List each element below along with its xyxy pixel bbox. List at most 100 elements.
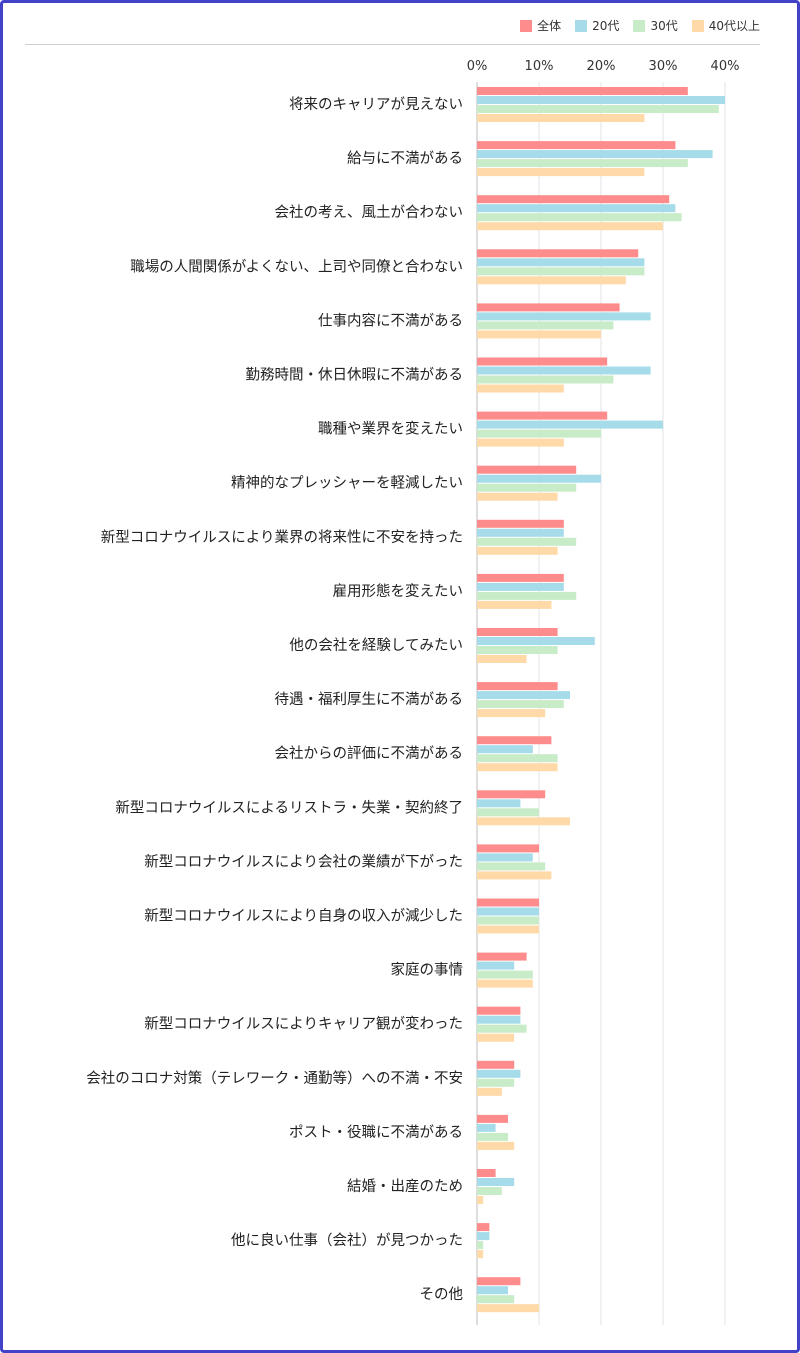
bar-total <box>477 1223 490 1232</box>
bar-30s <box>477 591 577 600</box>
category-label: 待遇・福利厚生に不満がある <box>275 691 464 708</box>
bar-20s <box>477 745 533 754</box>
bar-total <box>477 141 676 150</box>
x-tick-label: 20% <box>587 59 616 74</box>
bar-total <box>477 195 670 204</box>
bar-40s-plus <box>477 1196 484 1204</box>
category-label: 将来のキャリアが見えない <box>289 96 463 113</box>
bar-30s <box>477 700 564 709</box>
category-label: 新型コロナウイルスによりキャリア観が変わった <box>144 1016 463 1033</box>
bar-40s-plus <box>477 763 558 772</box>
bar-30s <box>477 808 539 817</box>
x-tick-label: 10% <box>525 59 554 74</box>
bar-total <box>477 1114 508 1123</box>
bar-20s <box>477 96 725 104</box>
bar-40s-plus <box>477 438 564 447</box>
bar-total <box>477 1169 496 1177</box>
bar-20s <box>477 258 645 267</box>
category-label: 会社の考え、風土が合わない <box>275 204 464 221</box>
category-label: 新型コロナウイルスにより自身の収入が減少した <box>144 908 463 925</box>
category-label: 他の会社を経験してみたい <box>289 637 463 654</box>
bar-20s <box>477 312 651 321</box>
legend-swatch-20s <box>575 19 588 32</box>
bar-20s <box>477 1123 496 1132</box>
bar-total <box>477 844 539 853</box>
category-label: 他に良い仕事（会社）が見つかった <box>231 1232 463 1249</box>
x-tick-label: 0% <box>467 59 488 74</box>
bar-30s <box>477 862 546 871</box>
category-label: 仕事内容に不満がある <box>318 312 463 329</box>
bar-20s <box>477 204 676 213</box>
bar-total <box>477 952 527 961</box>
bar-40s-plus <box>477 384 564 393</box>
bar-40s-plus <box>477 871 552 880</box>
bar-total <box>477 411 608 420</box>
header-divider <box>25 44 760 45</box>
bar-20s <box>477 853 533 862</box>
bar-total <box>477 519 564 528</box>
bar-40s-plus <box>477 655 527 663</box>
bar-40s-plus <box>477 1087 502 1096</box>
bar-total <box>477 1060 515 1069</box>
bar-30s <box>477 646 558 654</box>
bar-30s <box>477 754 558 763</box>
bar-20s <box>477 637 595 645</box>
bar-20s <box>477 907 539 916</box>
bar-total <box>477 682 558 691</box>
bar-40s-plus <box>477 168 645 177</box>
legend-swatch-total <box>520 19 533 32</box>
bar-30s <box>477 1132 508 1141</box>
bar-20s <box>477 582 564 591</box>
bar-20s <box>477 1178 515 1186</box>
bar-total <box>477 465 577 474</box>
legend-swatch-40s-plus <box>691 19 704 32</box>
bar-total <box>477 790 546 799</box>
bar-20s <box>477 474 601 483</box>
bar-total <box>477 1277 521 1286</box>
bar-30s <box>477 483 577 492</box>
bar-total <box>477 898 539 907</box>
bar-30s <box>477 267 645 276</box>
bar-total <box>477 628 558 636</box>
bar-40s-plus <box>477 925 539 934</box>
bar-40s-plus <box>477 1033 515 1042</box>
bar-20s <box>477 420 663 429</box>
category-label: 結婚・出産のため <box>347 1178 463 1195</box>
bar-40s-plus <box>477 817 570 826</box>
bar-20s <box>477 528 564 537</box>
bar-total <box>477 736 552 745</box>
x-tick-label: 40% <box>711 59 740 74</box>
category-label: 精神的なプレッシャーを軽減したい <box>231 475 463 492</box>
bar-30s <box>477 916 539 925</box>
category-label: 雇用形態を変えたい <box>333 583 464 600</box>
bar-40s-plus <box>477 330 601 339</box>
category-label: ポスト・役職に不満がある <box>289 1124 463 1141</box>
bar-30s <box>477 213 682 222</box>
bar-40s-plus <box>477 1250 484 1259</box>
bar-20s <box>477 150 713 159</box>
bar-20s <box>477 1015 521 1024</box>
category-label: 給与に不満がある <box>347 150 463 167</box>
legend-item: 20代 <box>575 17 619 34</box>
legend-swatch-30s <box>633 19 646 32</box>
category-label: 新型コロナウイルスによるリストラ・失業・契約終了 <box>115 799 463 816</box>
category-label: 職種や業界を変えたい <box>318 421 463 438</box>
bar-40s-plus <box>477 546 558 555</box>
bar-30s <box>477 970 533 979</box>
bar-30s <box>477 375 614 384</box>
legend-item: 全体 <box>520 17 561 34</box>
category-label: 新型コロナウイルスにより業界の将来性に不安を持った <box>101 529 463 546</box>
category-label: 勤務時間・休日休暇に不満がある <box>246 367 464 384</box>
bar-40s-plus <box>477 600 552 609</box>
bar-total <box>477 87 688 95</box>
bar-40s-plus <box>477 114 645 122</box>
category-label: 会社のコロナ対策（テレワーク・通勤等）への不満・不安 <box>86 1069 463 1087</box>
bar-40s-plus <box>477 492 558 501</box>
legend-label: 全体 <box>537 19 562 33</box>
bar-20s <box>477 961 515 970</box>
bar-40s-plus <box>477 222 663 231</box>
legend-label: 40代以上 <box>708 19 760 33</box>
category-label: その他 <box>420 1286 464 1303</box>
